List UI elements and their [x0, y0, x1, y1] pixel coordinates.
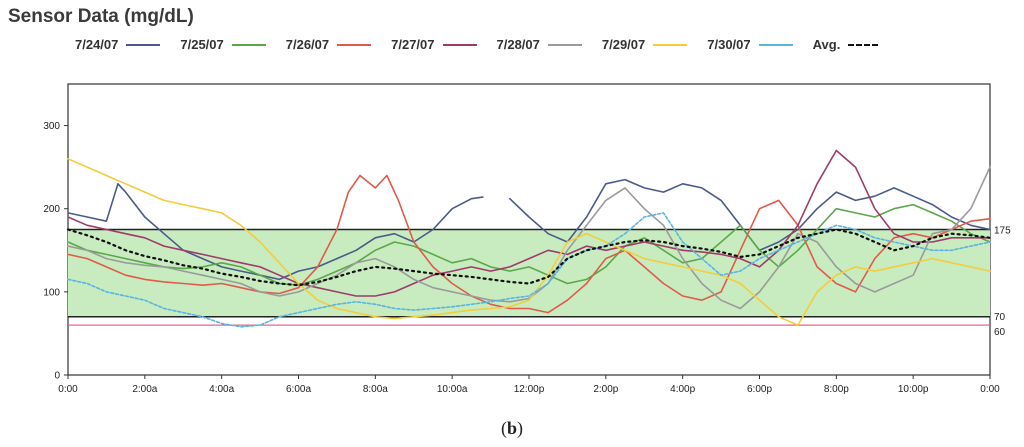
legend-item: 7/24/07: [75, 37, 161, 52]
x-tick-label: 0:00: [58, 384, 78, 395]
caption-close-paren: ): [517, 418, 523, 438]
legend-label: 7/27/07: [391, 37, 435, 52]
legend-swatch: [126, 43, 161, 46]
legend-label: 7/25/07: [180, 37, 224, 52]
series-line-7-30-07: [67, 212, 991, 328]
x-tick-label: 4:00a: [209, 384, 234, 395]
x-tick-label: 10:00a: [437, 384, 468, 395]
legend-label: 7/29/07: [601, 37, 646, 52]
caption-open-paren: (: [500, 418, 507, 438]
legend-item: 7/26/07: [285, 37, 372, 52]
x-tick-label: 4:00p: [670, 384, 695, 395]
x-tick-label: 6:00a: [286, 384, 311, 395]
series-line-7-28-07: [67, 166, 991, 310]
legend-swatch: [758, 43, 793, 46]
range-label: 70: [994, 312, 1006, 323]
chart-legend: 7/24/07 7/25/07 7/26/07 7/27/07 7/28/07 …: [75, 37, 898, 52]
x-tick-label: 12:00p: [514, 384, 545, 395]
caption-letter: b: [506, 418, 517, 438]
range-label: 175: [994, 226, 1011, 237]
chart-title: Sensor Data (mg/dL): [8, 6, 194, 27]
legend-swatch: [653, 43, 688, 46]
x-tick-label: 8:00p: [824, 384, 849, 395]
range-label: 60: [994, 327, 1006, 338]
target-range-band: [68, 229, 990, 317]
x-tick-label: 10:00p: [898, 384, 929, 395]
legend-swatch: [547, 43, 582, 46]
legend-swatch: [337, 43, 372, 46]
legend-label: Avg.: [812, 37, 841, 52]
legend-swatch: [848, 43, 879, 46]
figure-caption: (b): [0, 418, 1024, 439]
x-tick-label: 8:00a: [363, 384, 388, 395]
x-tick-label: 6:00p: [747, 384, 772, 395]
x-tick-label: 2:00p: [593, 384, 618, 395]
y-tick-label: 300: [43, 121, 60, 132]
legend-label: 7/28/07: [496, 37, 540, 52]
legend-item: 7/28/07: [497, 37, 582, 52]
legend-swatch: [231, 43, 266, 46]
legend-item: 7/25/07: [180, 37, 266, 52]
series-line-7-24-07: [67, 183, 484, 281]
legend-item: Avg.: [813, 37, 879, 52]
legend-item: 7/29/07: [601, 37, 688, 52]
legend-item: 7/30/07: [707, 37, 793, 52]
y-tick-label: 200: [43, 204, 60, 215]
legend-label: 7/24/07: [75, 37, 119, 52]
series-line-7-26-07: [67, 174, 991, 314]
legend-item: 7/27/07: [391, 37, 477, 52]
series-line-7-25-07: [67, 203, 991, 286]
legend-swatch: [442, 43, 477, 46]
legend-label: 7/26/07: [285, 37, 330, 52]
x-tick-label: 0:00: [980, 384, 1000, 395]
glucose-line-chart: 0 100 200 300 0:00 2:00a 4:00a 6:00a 8:00a 10:00a…: [43, 83, 1011, 395]
y-tick-label: 100: [43, 287, 60, 298]
y-tick-label: 0: [54, 371, 60, 382]
x-tick-label: 2:00a: [132, 384, 157, 395]
series-line-7-29-07: [67, 158, 991, 326]
legend-label: 7/30/07: [707, 37, 751, 52]
series-line-7-27-07: [67, 149, 991, 297]
